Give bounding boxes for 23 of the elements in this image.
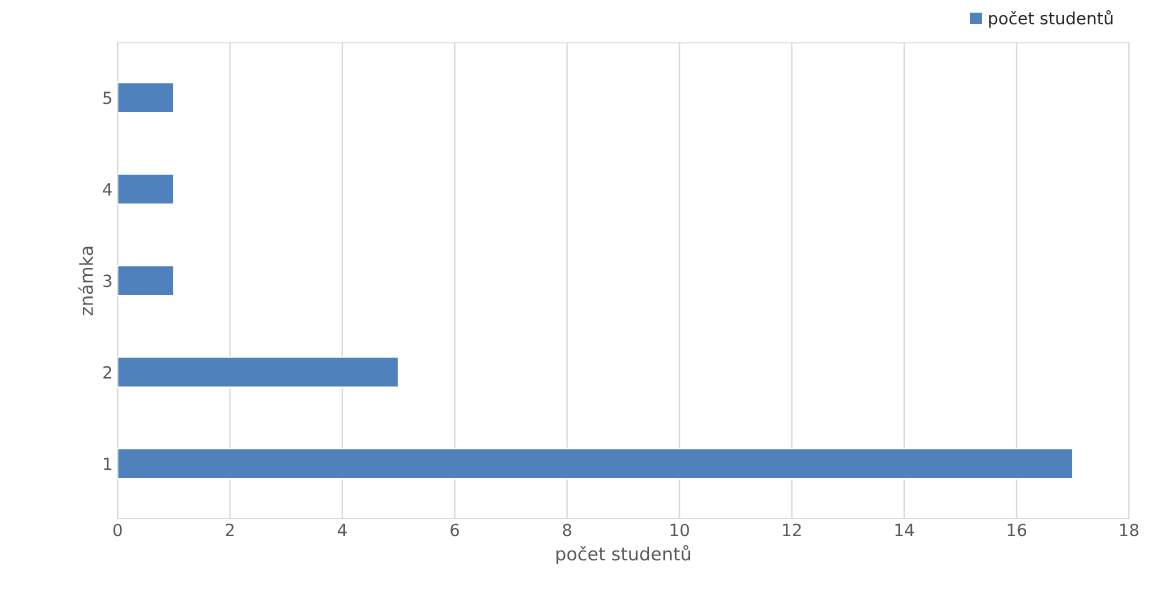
x-tick-label: 6 [450,523,459,537]
y-tick-label: 4 [102,183,112,196]
y-tick-label: 1 [103,457,112,470]
y-axis-title: známka [78,246,94,316]
legend-label: počet studentů [989,10,1113,28]
x-tick-label: 14 [895,523,914,537]
bar [117,173,175,205]
x-tick-label: 0 [113,523,122,537]
x-tick-label: 2 [225,523,234,537]
bar [117,81,175,114]
bar [117,356,400,388]
x-tick-label: 12 [783,523,801,537]
x-tick-label: 4 [337,523,347,537]
bar [117,264,175,297]
x-tick-label: 8 [562,523,572,537]
x-tick-label: 18 [1120,523,1139,537]
x-axis-title: počet studentů [556,545,691,565]
x-tick-label: 16 [1007,523,1027,537]
x-tick-label: 10 [670,523,689,537]
y-tick-label: 2 [103,366,112,379]
y-tick-label: 3 [103,274,112,288]
bar [117,447,1074,480]
y-tick-label: 5 [103,91,112,105]
